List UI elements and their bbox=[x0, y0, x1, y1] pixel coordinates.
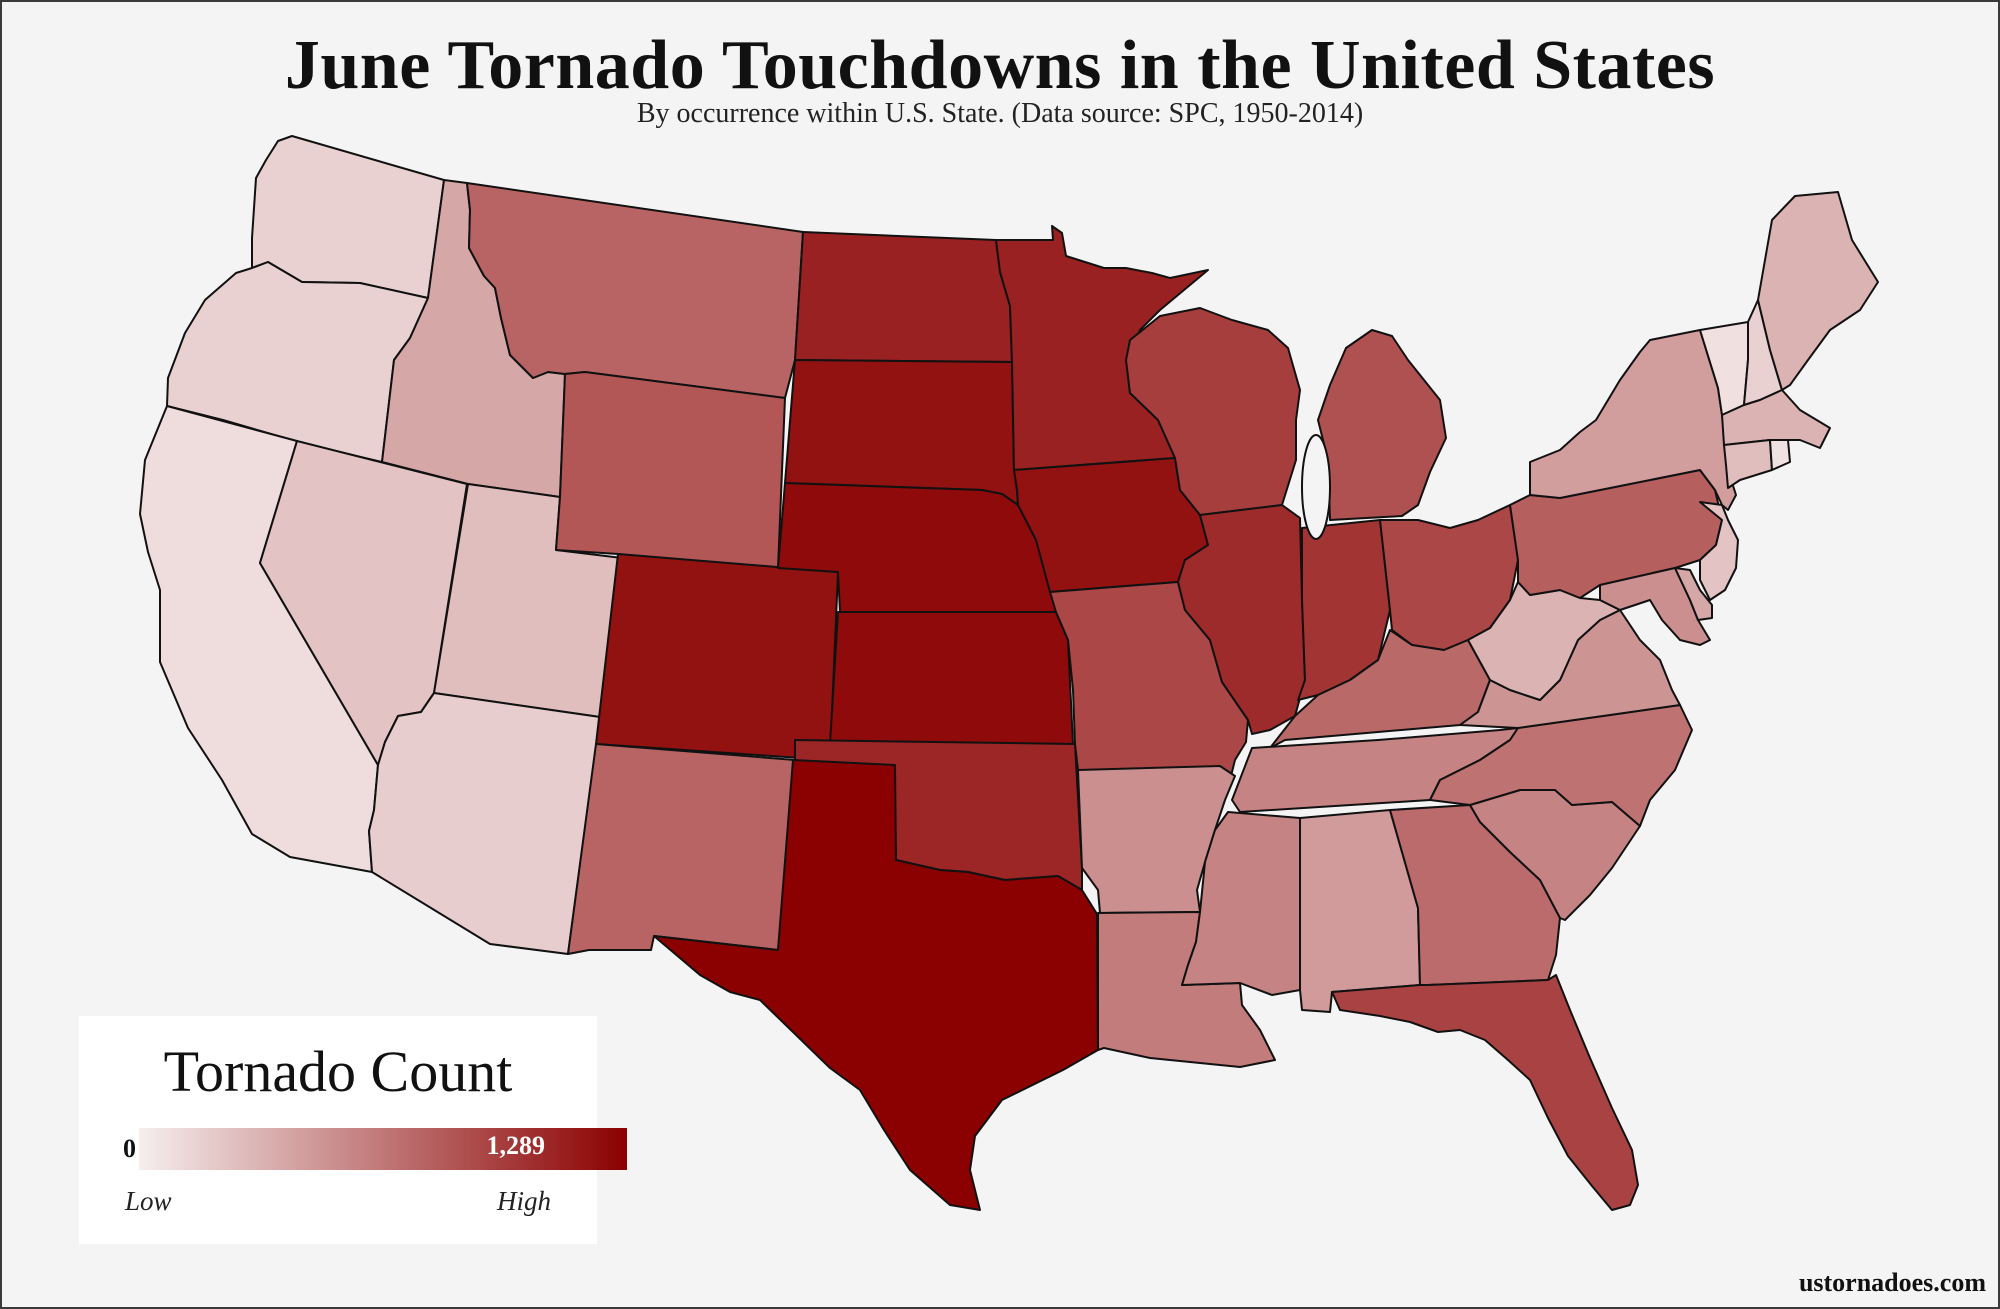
state-mt bbox=[466, 182, 804, 399]
state-shapes bbox=[139, 135, 1879, 1211]
legend-color-ramp bbox=[139, 1128, 627, 1170]
state-tx bbox=[653, 759, 1099, 1211]
map-subtitle: By occurrence within U.S. State. (Data s… bbox=[636, 98, 1364, 129]
state-me bbox=[1757, 191, 1879, 391]
legend-title: Tornado Count bbox=[163, 1039, 513, 1104]
legend-low-label: Low bbox=[125, 1186, 172, 1216]
legend-box: Tornado Count 0 1,289 Low High bbox=[79, 1016, 627, 1244]
state-co bbox=[595, 553, 839, 761]
state-nd bbox=[794, 231, 1013, 363]
source-credit: ustornadoes.com bbox=[1798, 1268, 1986, 1297]
state-nc bbox=[1429, 704, 1693, 827]
state-mi bbox=[1317, 329, 1447, 521]
legend-max-label: 1,289 bbox=[486, 1131, 546, 1160]
state-nj bbox=[1699, 501, 1739, 601]
state-mn bbox=[995, 225, 1209, 471]
lake-michigan bbox=[1301, 434, 1331, 540]
state-ri bbox=[1769, 439, 1791, 471]
state-fl bbox=[1331, 974, 1639, 1211]
state-ks bbox=[829, 611, 1074, 745]
legend-min-label: 0 bbox=[123, 1134, 136, 1163]
state-ar bbox=[1077, 765, 1236, 914]
state-ct bbox=[1723, 439, 1773, 489]
state-wy bbox=[555, 371, 786, 569]
state-az bbox=[368, 692, 601, 955]
state-de bbox=[1674, 567, 1713, 621]
state-wi bbox=[1125, 307, 1301, 516]
legend-high-label: High bbox=[497, 1186, 551, 1216]
state-nm bbox=[567, 743, 796, 955]
map-title: June Tornado Touchdowns in the United St… bbox=[284, 27, 1716, 104]
